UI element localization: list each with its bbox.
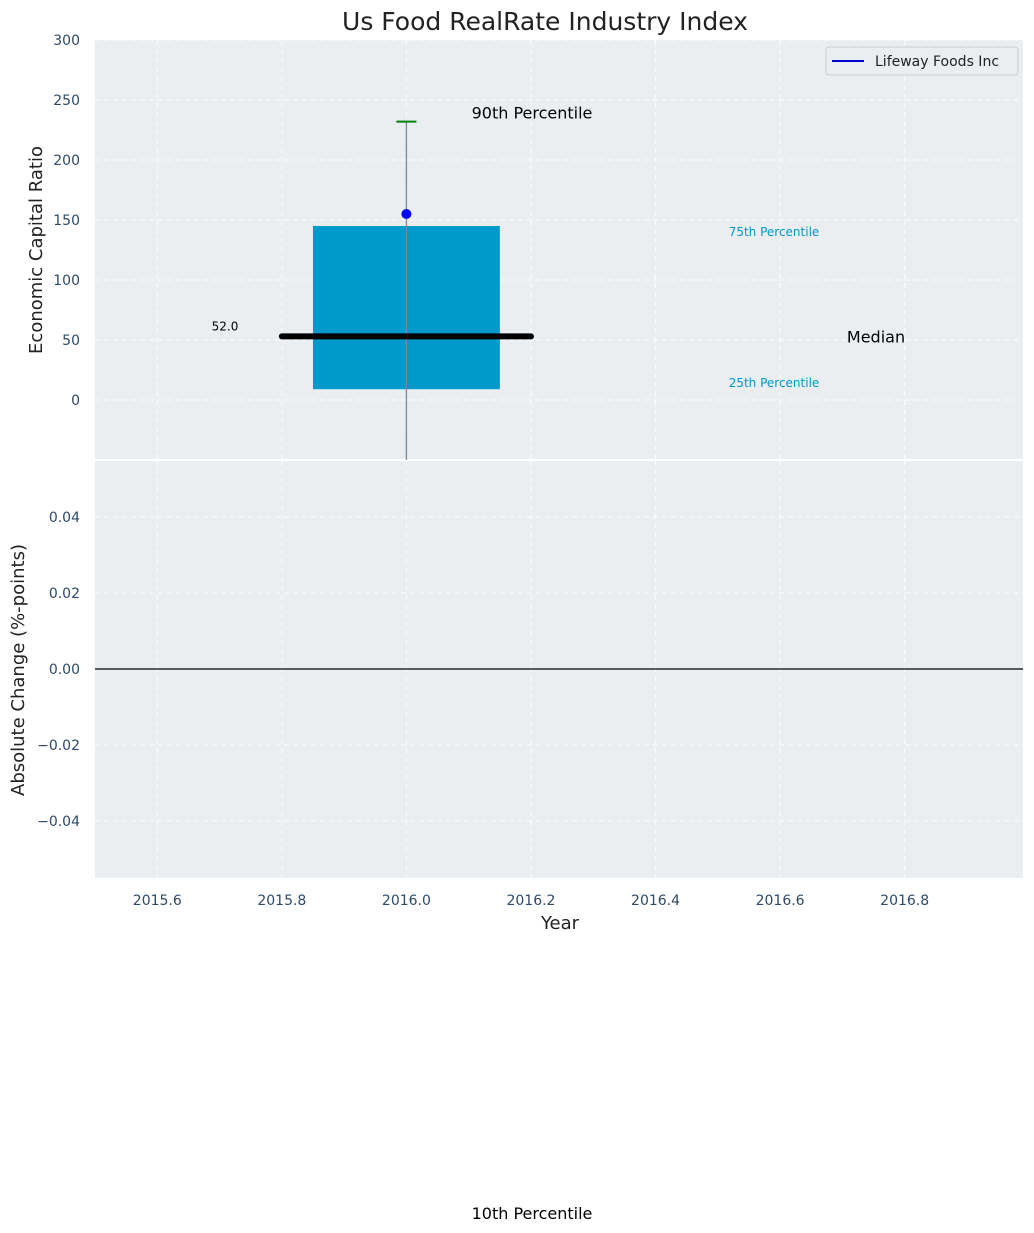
legend-label-lifeway: Lifeway Foods Inc: [875, 54, 999, 70]
x-tick-label: 2016.2: [506, 893, 555, 909]
bottom-y-tick-label: −0.02: [37, 738, 80, 754]
legend: Lifeway Foods Inc: [825, 46, 1019, 76]
bottom-y-axis-label: Absolute Change (%-points): [8, 544, 29, 796]
company-point-lifeway: [401, 209, 412, 219]
x-tick-label: 2015.8: [257, 893, 306, 909]
top-y-tick-label: 50: [62, 333, 80, 349]
median-value-label: 52.0: [212, 319, 239, 333]
p10-annotation: 10th Percentile: [472, 1204, 593, 1223]
top-y-axis-label: Economic Capital Ratio: [26, 146, 47, 354]
x-tick-label: 2016.0: [382, 893, 431, 909]
top-y-tick-label: 250: [53, 93, 80, 109]
x-axis-label: Year: [540, 913, 580, 934]
top-y-tick-label: 100: [53, 273, 80, 289]
x-tick-label: 2016.6: [756, 893, 805, 909]
p90-annotation: 90th Percentile: [472, 104, 593, 123]
bottom-y-tick-label: 0.00: [49, 662, 80, 678]
top-y-tick-label: 150: [53, 213, 80, 229]
legend-box: [825, 46, 1019, 76]
top-y-tick-label: 200: [53, 153, 80, 169]
bottom-y-tick-label: 0.04: [49, 510, 80, 526]
x-tick-label: 2016.8: [880, 893, 929, 909]
top-y-tick-label: 300: [53, 33, 80, 49]
x-tick-label: 2016.4: [631, 893, 680, 909]
top-panel-background: [95, 40, 1023, 460]
p75-annotation: 75th Percentile: [729, 225, 820, 239]
bottom-y-tick-label: 0.02: [49, 586, 80, 602]
median-annotation: Median: [847, 327, 905, 346]
p25-annotation: 25th Percentile: [729, 376, 820, 390]
bottom-y-tick-label: −0.04: [37, 814, 80, 830]
top-y-tick-label: 0: [71, 393, 80, 409]
x-tick-label: 2015.6: [133, 893, 182, 909]
chart-title: Us Food RealRate Industry Index: [342, 7, 748, 36]
